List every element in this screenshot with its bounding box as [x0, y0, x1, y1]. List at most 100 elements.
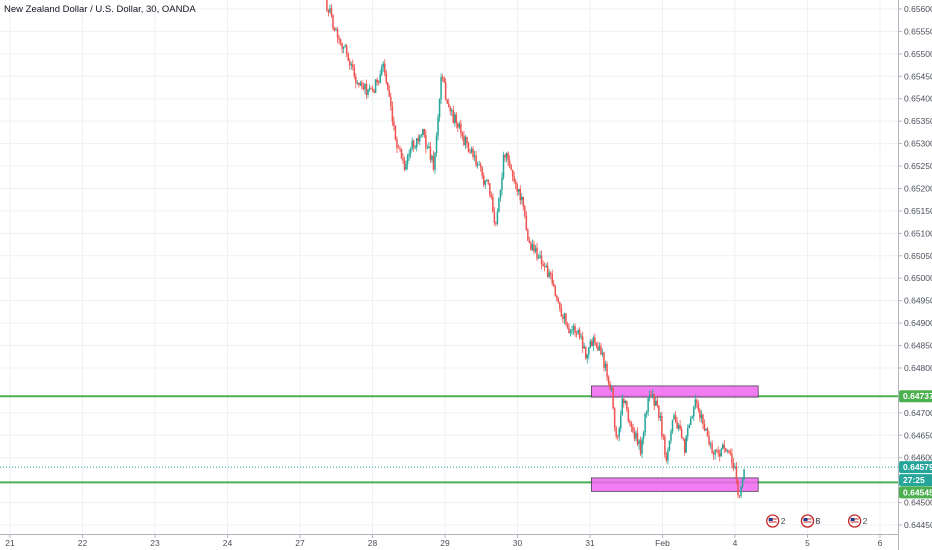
y-tick-label: 0.65000 — [904, 273, 932, 283]
candle-body — [358, 83, 360, 86]
candle-body — [609, 383, 611, 390]
x-tick-label: 27 — [295, 538, 305, 548]
candle-body — [505, 152, 508, 158]
candle-body — [511, 169, 514, 177]
candle-body — [688, 424, 691, 429]
y-tick-label: 0.65400 — [904, 94, 932, 104]
candle-body — [531, 244, 534, 250]
candle-body — [633, 431, 636, 439]
candle-body — [450, 110, 453, 112]
candle-body — [659, 416, 662, 418]
candle-body — [408, 153, 410, 156]
candle-body — [651, 394, 654, 396]
candle-body — [493, 212, 496, 223]
candle-body — [396, 139, 398, 148]
flag-canton — [850, 518, 855, 521]
event-count: 5 — [816, 516, 821, 526]
candle-body — [447, 103, 450, 107]
candle-body — [676, 421, 678, 429]
candle-body — [621, 398, 624, 415]
candle-body — [572, 326, 575, 330]
candle-body — [604, 363, 607, 368]
candle-body — [490, 195, 493, 197]
candle-body — [342, 47, 345, 49]
candle-body — [377, 82, 380, 84]
candle-body — [409, 148, 412, 154]
candle-body — [514, 181, 517, 185]
candle-body — [444, 82, 447, 100]
candle-body — [720, 448, 722, 457]
candle-body — [355, 76, 357, 84]
candle-body — [440, 77, 442, 100]
chart-annotations[interactable] — [0, 385, 898, 492]
candle-body — [743, 469, 745, 480]
candle-body — [527, 230, 529, 241]
candle-body — [499, 190, 502, 199]
candle-body — [703, 424, 706, 431]
candle-body — [615, 427, 617, 437]
y-tick-label: 0.64900 — [904, 318, 932, 328]
candle-body — [464, 136, 467, 146]
candle-body — [612, 387, 614, 409]
candle-body — [712, 453, 715, 455]
candle-body — [393, 121, 395, 126]
candle-body — [484, 180, 486, 185]
y-tick-label: 0.64850 — [904, 341, 932, 351]
y-tick-label: 0.65150 — [904, 206, 932, 216]
candle-body — [530, 242, 532, 250]
y-tick-label: 0.65250 — [904, 161, 932, 171]
candle-body — [391, 106, 394, 122]
candle-body — [670, 431, 672, 441]
x-axis[interactable]: 21 22 23 24 27 28 29 30 31 Feb 4 5 6 — [5, 534, 883, 548]
candle-body — [336, 29, 339, 38]
candle-body — [380, 66, 383, 75]
candle-body — [580, 336, 582, 338]
event-count: 2 — [781, 516, 786, 526]
y-axis[interactable]: 0.65600 0.65550 0.65500 0.65450 0.65400 0.653… — [898, 4, 932, 530]
candle-body — [583, 346, 585, 349]
candle-body — [557, 298, 560, 303]
candle-body — [705, 428, 707, 431]
candle-body — [554, 286, 557, 296]
y-tick-label: 0.65200 — [904, 183, 932, 193]
x-tick-label: 21 — [5, 538, 15, 548]
chart-title: New Zealand Dollar / U.S. Dollar, 30, OA… — [4, 4, 196, 15]
x-tick-label: 24 — [223, 538, 233, 548]
candle-body — [551, 273, 553, 284]
candle-body — [598, 346, 601, 351]
range-rectangle[interactable] — [591, 477, 759, 492]
candle-body — [694, 399, 697, 407]
candle-body — [686, 428, 689, 437]
x-tick-label: Feb — [655, 538, 670, 548]
candlestick-series — [326, 0, 745, 499]
candle-body — [726, 450, 729, 452]
candle-body — [607, 377, 610, 384]
resistance-price-badge-label: 0.64737 — [903, 391, 932, 401]
candle-body — [534, 247, 537, 252]
candle-body — [374, 79, 377, 93]
candle-body — [463, 135, 465, 146]
candle-body — [335, 29, 337, 31]
candle-body — [696, 399, 698, 404]
x-tick-label: 23 — [150, 538, 160, 548]
candle-body — [365, 83, 368, 95]
x-tick-label: 6 — [878, 538, 883, 548]
candle-body — [601, 352, 604, 355]
candle-body — [376, 79, 378, 83]
x-tick-label: 30 — [513, 538, 523, 548]
candle-body — [438, 99, 441, 118]
candle-body — [559, 302, 561, 309]
candle-body — [504, 154, 506, 158]
y-tick-label: 0.64450 — [904, 520, 932, 530]
candle-body — [387, 82, 389, 91]
chart-grid — [0, 0, 898, 534]
candle-body — [333, 28, 336, 31]
candle-body — [591, 341, 593, 347]
range-rectangle[interactable] — [591, 385, 759, 398]
economic-events[interactable]: 2 85 2 — [766, 514, 868, 528]
candle-body — [562, 316, 564, 320]
candle-body — [677, 424, 680, 429]
candle-body — [475, 155, 477, 166]
candle-body — [426, 148, 429, 149]
